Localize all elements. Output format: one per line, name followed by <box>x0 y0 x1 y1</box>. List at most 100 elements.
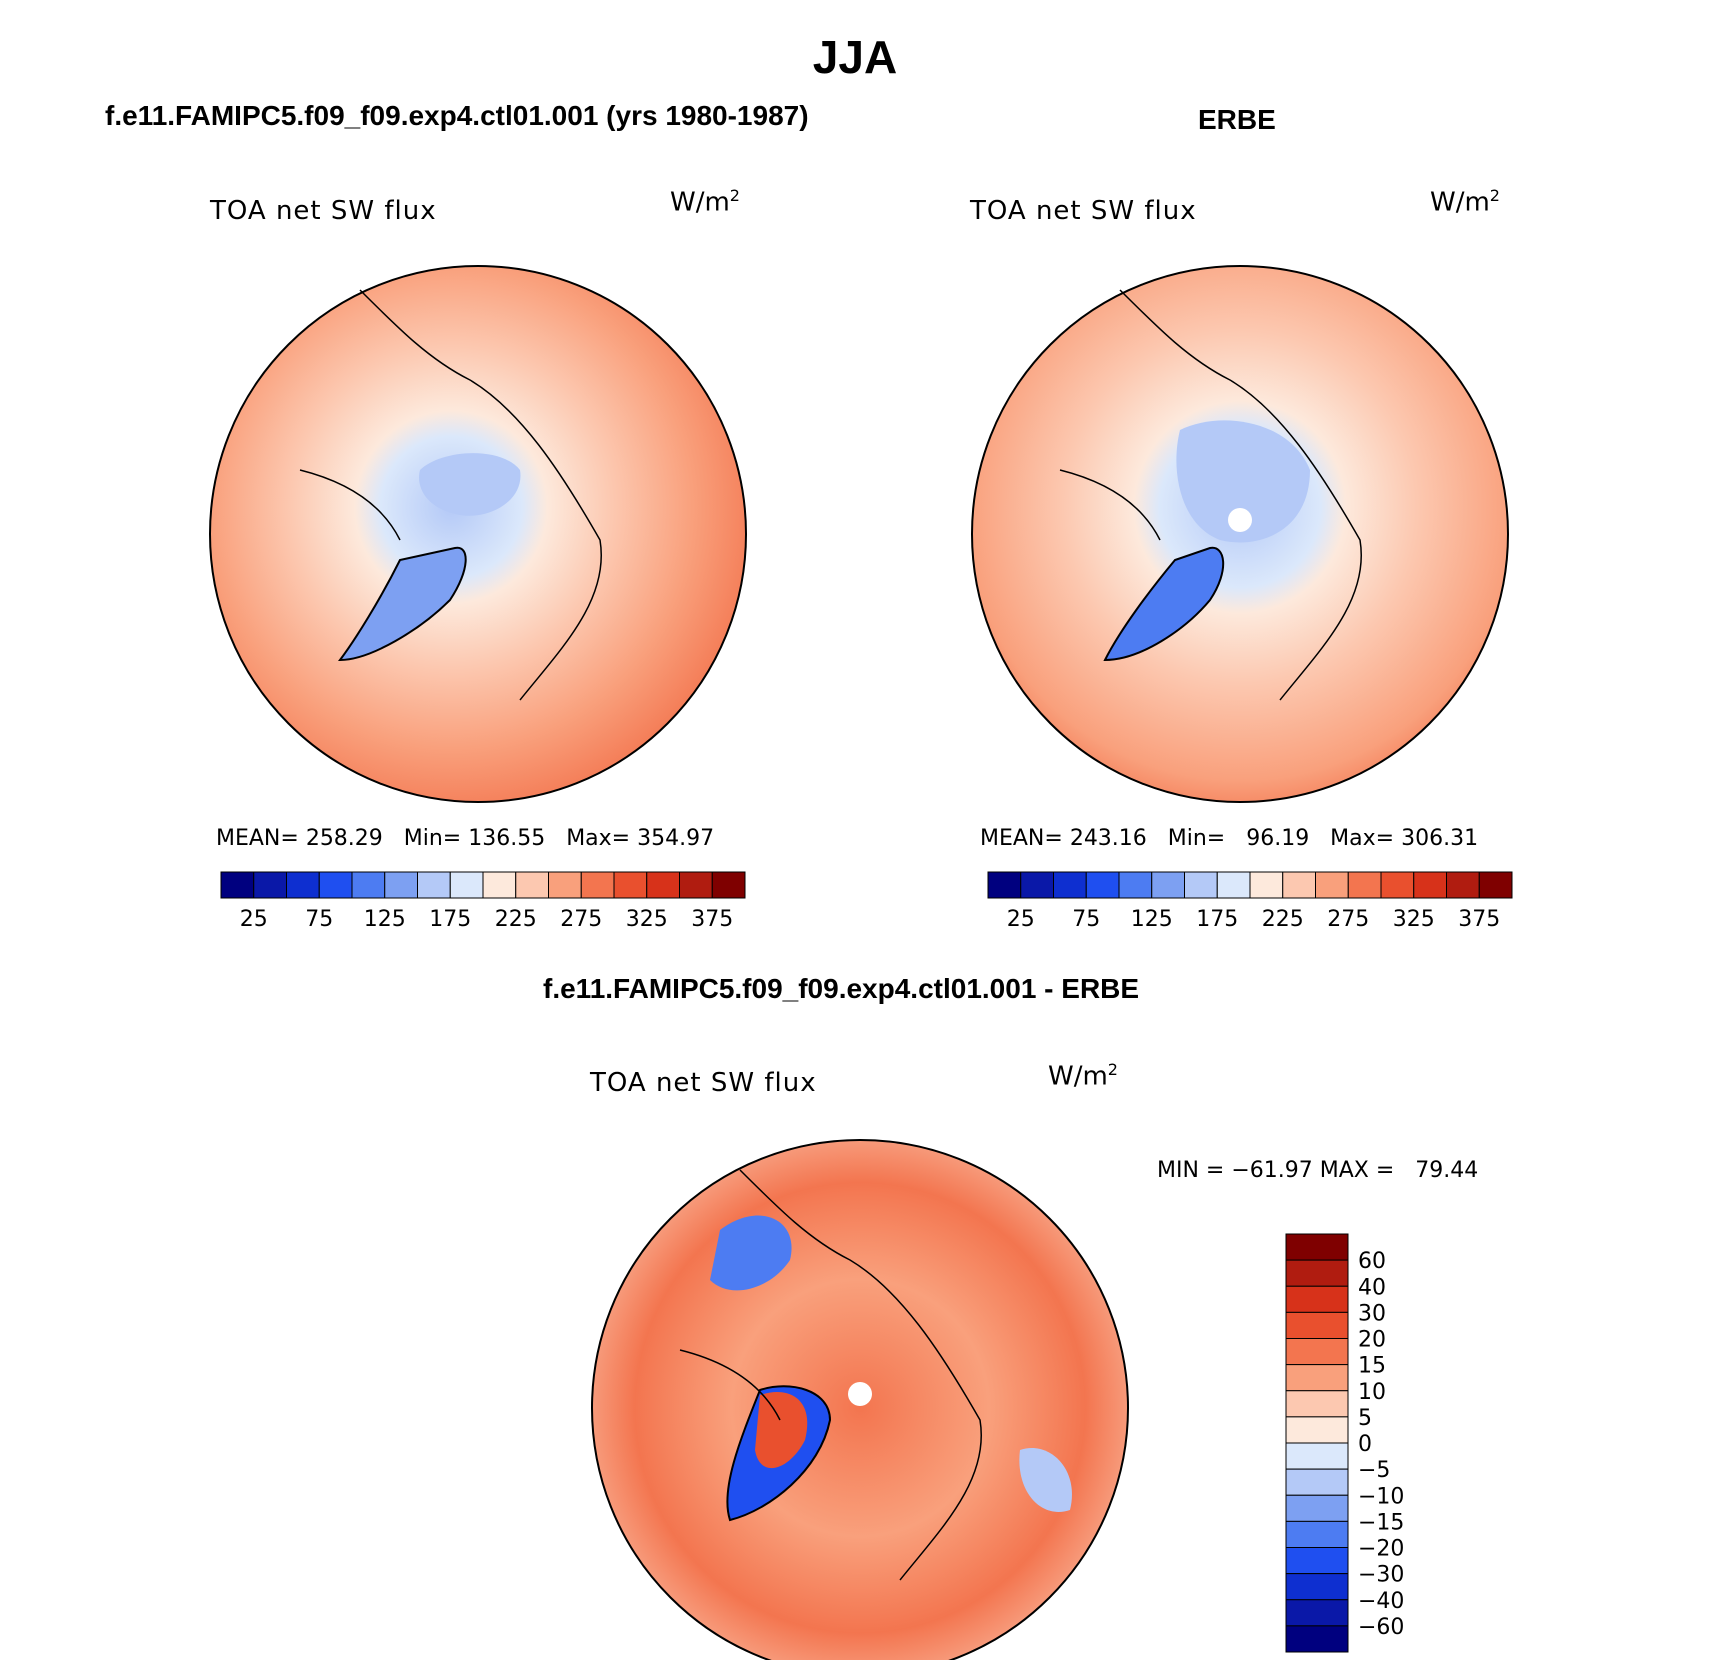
colorbar-tick-label: 225 <box>1262 907 1304 932</box>
colorbar-swatch <box>1446 871 1480 899</box>
map1-greenland <box>337 546 467 662</box>
map1-boundary <box>209 265 747 803</box>
colorbar-swatch <box>1285 1416 1349 1444</box>
colorbar-swatch <box>1285 1311 1349 1339</box>
colorbar-tick-label: −40 <box>1358 1589 1404 1614</box>
colorbar-swatch <box>1285 1338 1349 1366</box>
colorbar-swatch <box>548 871 582 899</box>
colorbar-swatch <box>1085 871 1120 899</box>
colorbar-tick-label: 275 <box>1327 907 1369 932</box>
colorbar-tick-label: −30 <box>1358 1563 1404 1588</box>
panel1-variable-label: TOA net SW flux <box>210 196 437 226</box>
colorbar-tick-label: −15 <box>1358 1510 1404 1535</box>
map3-greenland-red-core <box>755 1392 808 1469</box>
colorbar-tick-label: 175 <box>429 907 471 932</box>
map3-coastlines <box>679 1169 982 1581</box>
colorbar-tick-label: 275 <box>560 907 602 932</box>
colorbar-swatch <box>1380 871 1415 899</box>
colorbar-tick-label: 225 <box>495 907 537 932</box>
colorbar-swatch <box>482 871 517 899</box>
panel1-units-label: W/m2 <box>670 186 740 218</box>
colorbar-tick-label: 10 <box>1358 1380 1386 1405</box>
map2-arctic-ice <box>1176 420 1310 543</box>
colorbar-panel1: 25 75 125 175 225 275 325 375 <box>220 871 746 932</box>
colorbar-swatch <box>1285 1364 1349 1392</box>
colorbar-tick-label: 15 <box>1358 1354 1386 1379</box>
colorbar-swatch <box>384 871 418 899</box>
colorbar-swatch <box>351 871 386 899</box>
map2-boundary <box>971 265 1509 803</box>
map2-coastlines <box>1059 289 1362 701</box>
colorbar-tick-label: 375 <box>1458 907 1500 932</box>
colorbar-tick-label: 375 <box>691 907 733 932</box>
colorbar-swatch <box>987 871 1022 899</box>
panel1-stats: MEAN= 258.29 Min= 136.55 Max= 354.97 <box>216 826 715 851</box>
map3-blue-region-north <box>710 1215 792 1291</box>
colorbar-swatch <box>711 871 746 899</box>
colorbar-swatch <box>1285 1520 1349 1548</box>
panel2-stats: MEAN= 243.16 Min= 96.19 Max= 306.31 <box>980 826 1479 851</box>
colorbar-swatch <box>1020 871 1054 899</box>
colorbar-swatch <box>580 871 615 899</box>
map1-field <box>210 266 746 802</box>
colorbar-swatch <box>1285 1468 1349 1496</box>
colorbar-swatch <box>1216 871 1251 899</box>
colorbar-tick-label: 60 <box>1358 1249 1386 1274</box>
colorbar-tick-label: −20 <box>1358 1537 1404 1562</box>
panel2-units-label: W/m2 <box>1430 186 1500 218</box>
colorbar-swatch <box>286 871 320 899</box>
colorbar-swatch <box>1285 1573 1349 1601</box>
colorbar-swatch <box>1285 1547 1349 1575</box>
colorbar-tick-label: 325 <box>626 907 668 932</box>
colorbar-swatch <box>318 871 353 899</box>
map3-boundary <box>591 1139 1129 1660</box>
map1-coastlines <box>299 289 602 701</box>
main-title: JJA <box>812 31 898 83</box>
colorbar-tick-label: 0 <box>1358 1432 1372 1457</box>
colorbar-swatch <box>449 871 484 899</box>
colorbar-tick-label: 325 <box>1393 907 1435 932</box>
colorbar-swatch <box>646 871 680 899</box>
colorbar-tick-label: 175 <box>1196 907 1238 932</box>
panel3-title: f.e11.FAMIPC5.f09_f09.exp4.ctl01.001 - E… <box>543 973 1140 1004</box>
colorbar-swatch <box>1184 871 1218 899</box>
map2-pole-missing <box>1228 508 1252 532</box>
colorbar-swatch <box>1249 871 1284 899</box>
colorbar-swatch <box>613 871 648 899</box>
colorbar-tick-label: 5 <box>1358 1406 1372 1431</box>
colorbar-swatch <box>1285 1442 1349 1470</box>
colorbar-swatch <box>253 871 287 899</box>
colorbar-tick-label: 30 <box>1358 1301 1386 1326</box>
colorbar-swatch <box>679 871 713 899</box>
colorbar-swatch <box>1347 871 1382 899</box>
map3-pole-missing <box>848 1382 872 1406</box>
colorbar-swatch <box>1282 871 1316 899</box>
map3-blue-region-east <box>1019 1448 1072 1512</box>
colorbar-tick-label: −60 <box>1358 1615 1404 1640</box>
map1-arctic-ice <box>419 453 521 516</box>
colorbar-swatch <box>1285 1599 1349 1627</box>
colorbar-tick-label: −10 <box>1358 1484 1404 1509</box>
colorbar-swatch <box>1118 871 1153 899</box>
colorbar-tick-label: 125 <box>1131 907 1173 932</box>
colorbar-swatch <box>515 871 549 899</box>
colorbar-tick-label: 125 <box>364 907 406 932</box>
panel3-stats: MIN = −61.97 MAX = 79.44 <box>1157 1158 1479 1183</box>
colorbar-swatch <box>417 871 451 899</box>
colorbar-tick-label: 75 <box>1072 907 1100 932</box>
colorbar-swatch <box>220 871 255 899</box>
panel2-title: ERBE <box>1198 104 1276 135</box>
panel1-title: f.e11.FAMIPC5.f09_f09.exp4.ctl01.001 (yr… <box>105 100 809 131</box>
colorbar-tick-label: 25 <box>1007 907 1035 932</box>
map-panel3 <box>591 1139 1129 1660</box>
colorbar-swatch <box>1285 1390 1349 1418</box>
colorbar-swatch <box>1478 871 1513 899</box>
panel2-variable-label: TOA net SW flux <box>970 196 1197 226</box>
colorbar-swatch <box>1285 1259 1349 1287</box>
colorbar-panel2: 25 75 125 175 225 275 325 375 <box>987 871 1513 932</box>
map-panel2 <box>971 265 1509 803</box>
panel3-variable-label: TOA net SW flux <box>590 1068 817 1098</box>
map-panel1 <box>209 265 747 803</box>
